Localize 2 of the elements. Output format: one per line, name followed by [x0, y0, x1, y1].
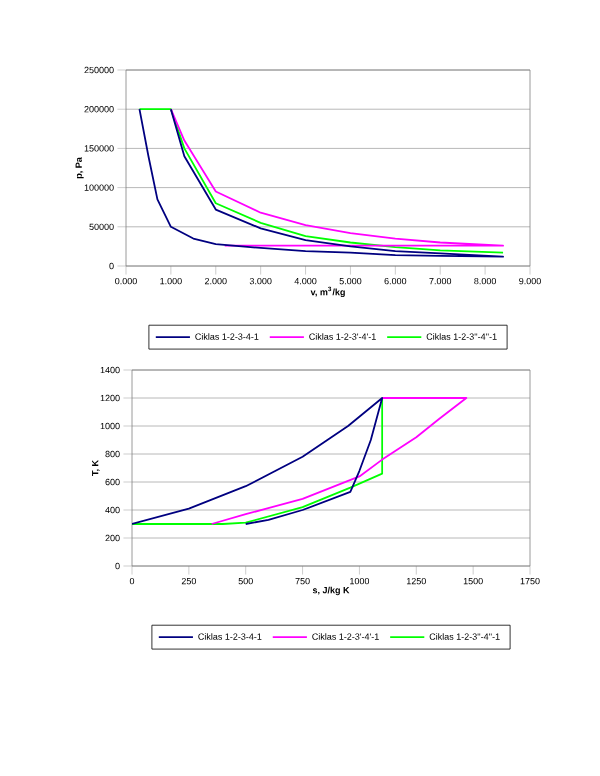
line-series [132, 397, 384, 525]
line-series [210, 397, 468, 525]
